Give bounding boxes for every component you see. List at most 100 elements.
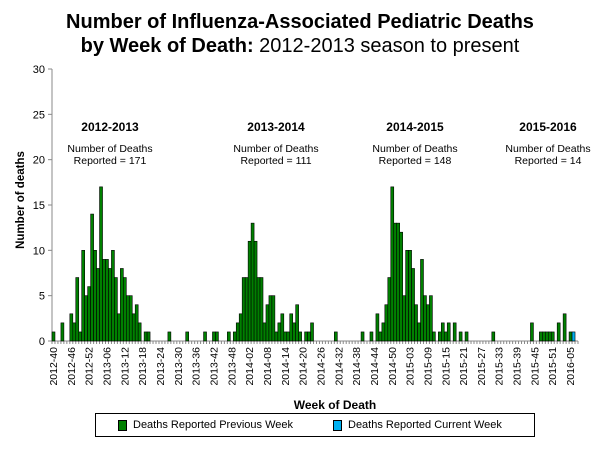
bar-2015-04 xyxy=(411,268,415,342)
bar-2012-50 xyxy=(81,250,85,342)
chart-title: Number of Influenza-Associated Pediatric… xyxy=(66,11,534,33)
bar-2015-06 xyxy=(417,322,421,342)
bar-2012-40 xyxy=(51,331,56,342)
bar-2013-03 xyxy=(96,268,100,342)
annotation-line2: Reported = 14 xyxy=(514,155,582,167)
bar-2012-48 xyxy=(75,277,80,342)
annotation-2012-2013: 2012-2013 Number of Deaths Reported = 171 xyxy=(40,121,180,167)
y-tick-label: 5 xyxy=(39,291,45,303)
bar-2014-05 xyxy=(256,277,261,342)
bar-2014-22 xyxy=(307,331,311,342)
bar-2013-20 xyxy=(146,331,151,342)
bar-2016-05 xyxy=(568,331,573,342)
bar-2015-20 xyxy=(458,331,463,342)
bar-2013-02 xyxy=(93,250,97,342)
annotation-line2: Reported = 148 xyxy=(378,155,452,167)
x-tick-label: 2012-40 xyxy=(48,347,60,386)
bar-2013-04 xyxy=(99,186,103,342)
x-tick-label: 2014-20 xyxy=(298,347,310,386)
bar-2013-06 xyxy=(105,259,109,342)
bar-2013-43 xyxy=(215,331,219,342)
bar-2015-48 xyxy=(542,331,546,342)
season-label: 2013-2014 xyxy=(247,120,305,134)
bar-2012-46 xyxy=(69,313,74,342)
x-tick-label: 2016-05 xyxy=(565,347,577,386)
y-tick-label: 20 xyxy=(33,155,45,167)
bar-2012-47 xyxy=(72,322,77,342)
x-tick-label: 2014-08 xyxy=(262,347,274,386)
bar-2015-13 xyxy=(438,331,442,342)
bar-2014-09 xyxy=(268,295,273,342)
bar-2015-47 xyxy=(539,331,543,342)
bar-2015-10 xyxy=(429,295,433,342)
bar-2015-44 xyxy=(530,322,534,342)
legend-label: Deaths Reported Current Week xyxy=(348,419,502,431)
bar-2015-16 xyxy=(446,322,451,342)
bar-2013-42 xyxy=(212,331,216,342)
bar-2014-01 xyxy=(244,277,249,342)
x-tick-label: 2014-02 xyxy=(244,347,256,386)
x-tick-label: 2012-52 xyxy=(84,347,96,386)
bar-2014-48 xyxy=(384,304,389,342)
bar-2015-49 xyxy=(545,331,549,342)
bar-2014-43 xyxy=(369,331,374,342)
bar-2013-08 xyxy=(111,250,115,342)
x-tick-label: 2013-24 xyxy=(155,347,167,386)
bar-2014-16 xyxy=(289,313,294,342)
x-tick-label: 2015-33 xyxy=(494,347,506,386)
bar-2013-05 xyxy=(102,259,106,342)
bar-2014-15 xyxy=(286,331,291,342)
bar-2013-27 xyxy=(167,331,172,342)
bar-2013-47 xyxy=(227,331,231,342)
bar-2014-50 xyxy=(390,186,395,342)
x-tick-label: 2013-36 xyxy=(191,347,203,386)
x-tick-label: 2015-39 xyxy=(512,347,524,386)
bar-2014-14 xyxy=(283,331,288,342)
bar-2014-06 xyxy=(259,277,264,342)
legend: Deaths Reported Previous Week Deaths Rep… xyxy=(95,413,535,437)
bar-2015-22 xyxy=(464,331,469,342)
legend-label: Deaths Reported Previous Week xyxy=(133,419,293,431)
x-tick-label: 2015-15 xyxy=(440,347,452,386)
bar-2013-51 xyxy=(238,313,243,342)
bar-2014-18 xyxy=(295,304,299,342)
x-tick-label: 2015-21 xyxy=(458,347,470,386)
bar-2014-52 xyxy=(396,222,400,342)
y-tick-label: 25 xyxy=(33,109,45,121)
annotation-line2: Reported = 171 xyxy=(73,155,147,167)
x-tick-label: 2014-44 xyxy=(369,347,381,386)
bar-2014-51 xyxy=(393,222,398,342)
annotation-line1: Number of Deaths xyxy=(67,143,153,155)
x-tick-label: 2013-18 xyxy=(137,347,149,386)
bar-2013-19 xyxy=(143,331,148,342)
bar-2014-53 xyxy=(399,231,403,342)
x-tick-label: 2013-30 xyxy=(173,347,185,386)
y-tick-label: 10 xyxy=(33,245,45,257)
bar-2014-08 xyxy=(265,304,270,342)
bar-2013-14 xyxy=(128,295,133,342)
x-tick-label: 2012-46 xyxy=(66,347,78,386)
bar-2015-02 xyxy=(405,250,409,342)
bar-2015-08 xyxy=(423,295,427,342)
legend-item-previous: Deaths Reported Previous Week xyxy=(118,419,293,431)
x-tick-label: 2014-50 xyxy=(387,347,399,386)
bar-2013-07 xyxy=(108,268,112,342)
annotation-line1: Number of Deaths xyxy=(233,143,319,155)
bar-2013-50 xyxy=(235,322,240,342)
bar-2016-01 xyxy=(556,322,561,342)
bar-2014-46 xyxy=(378,331,383,342)
bar-2015-11 xyxy=(432,331,436,342)
bar-2014-03 xyxy=(250,222,255,342)
bar-2015-18 xyxy=(452,322,457,342)
annotation-2013-2014: 2013-2014 Number of Deaths Reported = 111 xyxy=(206,121,346,167)
season-label: 2015-2016 xyxy=(519,120,577,134)
bar-2012-51 xyxy=(84,295,88,342)
legend-item-current: Deaths Reported Current Week xyxy=(333,419,502,431)
x-tick-label: 2014-32 xyxy=(333,347,345,386)
bar-2014-40 xyxy=(360,331,365,342)
x-tick-label: 2013-12 xyxy=(119,347,131,386)
subtitle-rest: 2012-2013 season to present xyxy=(253,35,520,57)
annotation-line1: Number of Deaths xyxy=(372,143,458,155)
annotation-2015-2016: 2015-2016 Number of Deaths Reported = 14 xyxy=(478,121,600,167)
